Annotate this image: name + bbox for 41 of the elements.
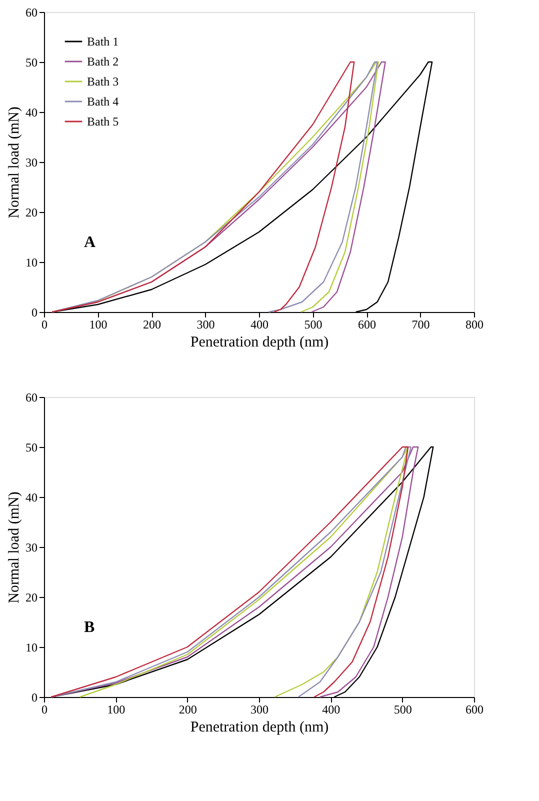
y-tick-label: 60 [26,390,38,404]
y-tick-label: 0 [32,690,38,704]
legend-label: Bath 5 [87,114,119,128]
x-tick-label: 400 [322,702,340,716]
x-axis-title: Penetration depth (nm) [190,720,329,736]
legend-label: Bath 4 [87,94,119,108]
y-tick-label: 40 [26,490,38,504]
x-tick-label: 100 [89,318,108,332]
x-tick-label: 800 [466,318,484,332]
y-tick-label: 30 [26,540,38,554]
x-tick-label: 500 [304,318,322,332]
x-tick-label: 600 [466,702,484,716]
y-tick-label: 30 [26,156,38,170]
x-tick-label: 400 [250,318,268,332]
y-tick-label: 50 [26,440,38,454]
y-tick-label: 60 [26,6,38,20]
y-tick-label: 40 [26,106,38,120]
legend-label: Bath 2 [87,54,119,68]
y-tick-label: 0 [32,306,38,320]
x-tick-label: 600 [358,318,376,332]
y-tick-label: 20 [26,590,38,604]
x-tick-label: 700 [412,318,430,332]
x-axis-title: Penetration depth (nm) [190,334,329,350]
legend-label: Bath 3 [87,74,119,88]
legend-label: Bath 1 [87,34,119,48]
y-tick-label: 20 [26,206,38,220]
x-tick-label: 200 [178,702,197,716]
y-tick-label: 10 [26,256,38,270]
x-tick-label: 0 [42,318,48,332]
y-tick-label: 10 [26,640,38,654]
x-tick-label: 500 [394,702,412,716]
annotation: A [84,234,96,251]
x-tick-label: 300 [196,318,215,332]
annotation: B [84,619,95,636]
x-tick-label: 100 [107,702,126,716]
x-tick-label: 0 [42,702,48,716]
x-tick-label: 200 [143,318,161,332]
x-tick-label: 300 [250,702,268,716]
y-tick-label: 50 [26,56,38,70]
y-axis-title: Normal load (mN) [6,106,22,218]
y-axis-title: Normal load (mN) [6,492,22,604]
